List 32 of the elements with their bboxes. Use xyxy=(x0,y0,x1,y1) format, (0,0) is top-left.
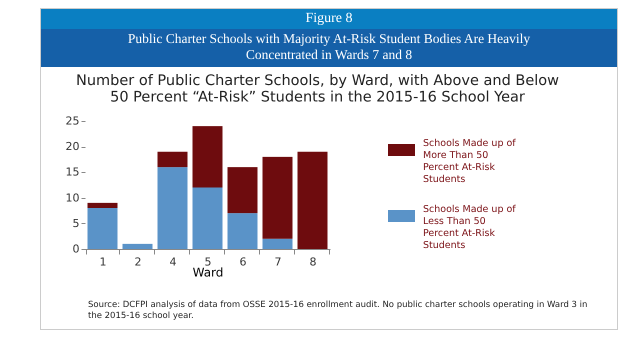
bar xyxy=(192,126,222,188)
bar xyxy=(88,202,118,208)
y-tick-label: 25 xyxy=(66,114,80,128)
bar xyxy=(122,244,152,249)
caption: Figure 8 xyxy=(41,9,617,29)
bar xyxy=(158,167,188,249)
y-tick-label: 10 xyxy=(66,191,80,204)
legend-label: Schools Made up of Less Than 50 Percent At-Risk Students xyxy=(423,204,517,252)
bar xyxy=(158,152,188,168)
x-tick-label: 2 xyxy=(134,256,142,268)
x-tick-label: 1 xyxy=(100,256,106,268)
bar xyxy=(298,152,328,249)
x-tick-label: 4 xyxy=(170,256,176,268)
x-tick-label: 7 xyxy=(274,256,282,268)
source-note: Source: DCFPI analysis of data from OSSE 2015-16 enrollment audit. No public charter schools operating in Ward 3 in the 2015-16 school year. xyxy=(88,300,588,322)
text: Public Charter Schools with Majority At-Risk Student Bodies Are Heavily Concentrated in Wards 7 and 8 xyxy=(41,29,617,67)
bar xyxy=(192,188,222,249)
bar xyxy=(262,238,292,249)
bar xyxy=(88,208,118,249)
bar xyxy=(228,167,258,214)
y-tick-label: 0 xyxy=(72,242,80,256)
bar xyxy=(228,213,258,249)
bar xyxy=(262,156,292,239)
x-axis-title: Ward xyxy=(192,266,224,280)
y-tick-label: 15 xyxy=(66,166,80,179)
x-tick-label: 5 xyxy=(204,256,212,268)
legend-label: Schools Made up of More Than 50 Percent At-Risk Students xyxy=(423,138,517,186)
chart-title: Number of Public Charter Schools, by Ward, with Above and Below 50 Percent “At-Risk” Students in the 2015-16 School Year xyxy=(76,73,560,106)
x-tick-label: 6 xyxy=(240,256,246,268)
y-tick-label: 20 xyxy=(66,140,80,154)
x-tick-label: 8 xyxy=(310,256,316,268)
y-tick-label: 5 xyxy=(72,216,80,230)
